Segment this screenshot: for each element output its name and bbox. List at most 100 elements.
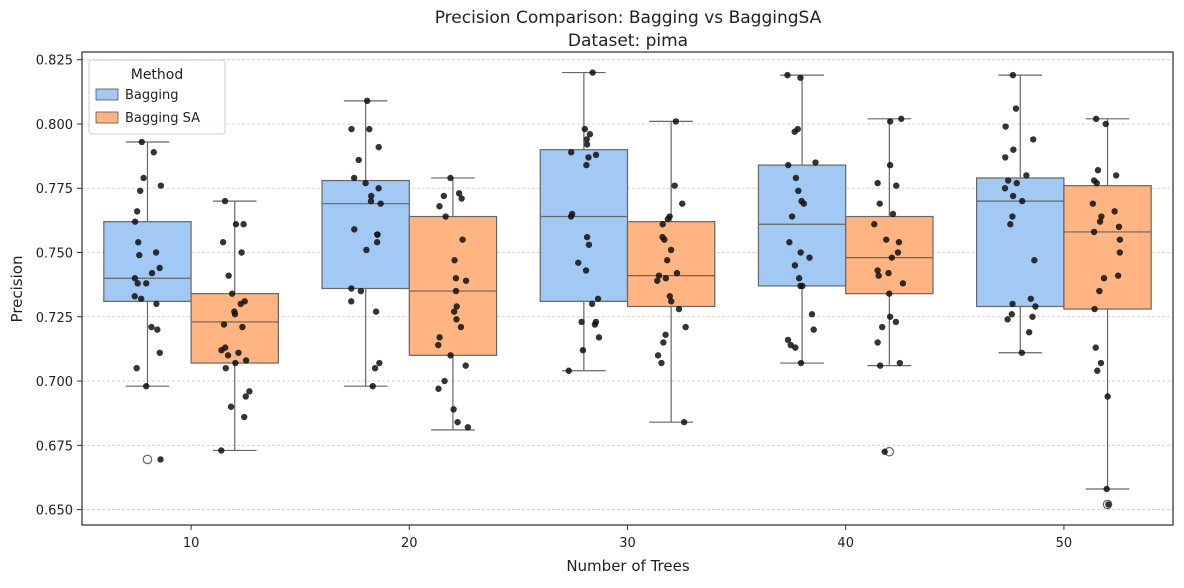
data-point (240, 221, 247, 228)
data-point (435, 385, 442, 392)
data-point (157, 456, 164, 463)
x-tick-label: 50 (1056, 536, 1073, 551)
data-point (1009, 300, 1016, 308)
data-point (368, 192, 375, 200)
data-point (1030, 136, 1037, 143)
data-point (232, 359, 239, 367)
data-point (440, 192, 448, 200)
data-point (1012, 105, 1020, 112)
data-point (373, 239, 381, 246)
data-point (898, 115, 905, 123)
data-point (808, 311, 816, 318)
y-tick-label: 0.800 (36, 118, 73, 133)
legend-label-bagging-sa: Bagging SA (125, 111, 200, 126)
data-point (583, 233, 591, 241)
data-point (220, 321, 228, 328)
data-point (363, 246, 370, 254)
data-point (892, 318, 900, 326)
data-point (153, 300, 160, 308)
data-point (682, 323, 689, 331)
data-point (1004, 316, 1011, 323)
box-bagging (976, 177, 1065, 308)
data-point (575, 259, 582, 266)
data-point (878, 323, 886, 331)
data-point (238, 249, 245, 256)
data-point (1089, 200, 1097, 207)
data-point (886, 313, 894, 320)
data-point (585, 241, 593, 248)
data-point (784, 336, 792, 344)
data-point (795, 275, 803, 282)
data-point (367, 197, 375, 205)
data-point (242, 393, 249, 400)
data-point (1116, 249, 1124, 256)
data-point (1002, 154, 1009, 161)
boxes-layer (103, 71, 1152, 510)
data-point (459, 236, 466, 243)
data-point (221, 197, 229, 205)
data-point (453, 316, 460, 323)
data-point (140, 174, 147, 182)
data-point (218, 447, 225, 454)
legend-swatch-bagging (95, 88, 119, 101)
data-point (664, 215, 672, 223)
data-point (364, 97, 371, 105)
box-bagging-sa (626, 221, 716, 308)
data-point (797, 74, 804, 81)
x-tick-label: 10 (183, 536, 200, 551)
y-tick-label: 0.775 (36, 182, 73, 197)
data-point (351, 226, 358, 233)
data-point (239, 323, 246, 331)
data-point (376, 359, 383, 367)
data-point (357, 287, 365, 295)
data-point (662, 275, 670, 282)
data-point (668, 298, 675, 305)
data-point (1103, 485, 1110, 493)
data-point (222, 364, 229, 372)
data-point (231, 311, 239, 318)
data-point (375, 143, 382, 151)
data-point (451, 257, 458, 264)
data-point (1112, 172, 1120, 179)
data-point (464, 424, 472, 431)
data-point (435, 341, 442, 349)
data-point (1004, 177, 1012, 184)
legend-frame (88, 59, 226, 135)
y-tick-label: 0.700 (36, 375, 73, 390)
data-point (578, 318, 585, 326)
data-point (348, 298, 355, 305)
data-point (673, 269, 681, 277)
data-point (886, 290, 893, 297)
data-point (452, 287, 460, 295)
data-point (667, 246, 675, 254)
data-point (585, 154, 592, 161)
data-point (663, 257, 671, 264)
data-point (791, 128, 798, 135)
data-point (672, 118, 680, 125)
box-bagging (757, 164, 847, 287)
data-point (1027, 295, 1035, 302)
data-point (1092, 115, 1100, 123)
data-point (1025, 329, 1033, 336)
data-point (583, 136, 590, 143)
data-point (875, 272, 882, 279)
data-point (246, 388, 253, 395)
data-point (1009, 213, 1016, 220)
data-point (154, 326, 161, 333)
data-point (662, 331, 669, 338)
data-point (1102, 120, 1109, 128)
data-point (887, 118, 894, 125)
data-point (1008, 311, 1015, 318)
data-point (1096, 287, 1103, 295)
data-point (654, 352, 662, 359)
data-point (1031, 257, 1038, 264)
data-point (1009, 192, 1017, 200)
data-point (219, 239, 227, 246)
data-point (583, 161, 590, 169)
legend-title: Method (131, 67, 184, 83)
data-point (452, 275, 460, 282)
data-point (1104, 393, 1111, 400)
x-tick-label: 30 (619, 536, 636, 551)
data-point (876, 362, 884, 369)
data-point (658, 359, 665, 367)
